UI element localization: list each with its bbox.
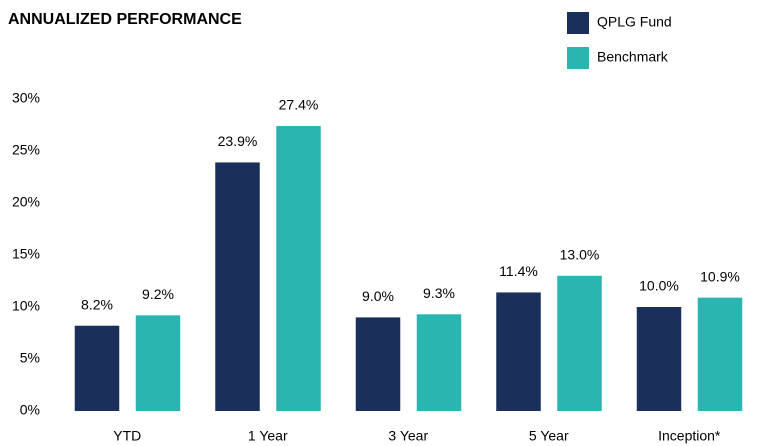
y-tick-label: 10% — [12, 298, 40, 314]
y-tick-label: 5% — [20, 350, 40, 366]
bar — [276, 126, 321, 411]
bar — [496, 292, 541, 411]
value-label: 27.4% — [279, 97, 319, 113]
value-label: 9.2% — [142, 286, 174, 302]
bar — [135, 315, 181, 411]
chart-title: ANNUALIZED PERFORMANCE — [8, 11, 242, 28]
x-tick-label: YTD — [113, 428, 141, 444]
x-tick-label: 3 Year — [388, 428, 428, 444]
value-label: 10.9% — [700, 268, 740, 284]
x-tick-label: 5 Year — [529, 428, 569, 444]
y-tick-label: 30% — [12, 90, 40, 106]
value-label: 9.3% — [423, 285, 455, 301]
y-tick-label: 25% — [12, 142, 40, 158]
value-label: 9.0% — [362, 288, 394, 304]
bar — [636, 307, 682, 411]
bar — [215, 162, 260, 411]
value-label: 23.9% — [218, 133, 258, 149]
x-tick-label: 1 Year — [248, 428, 288, 444]
value-label: 10.0% — [639, 278, 679, 294]
bar — [557, 275, 602, 411]
legend-swatch — [567, 12, 589, 34]
legend-label: QPLG Fund — [597, 14, 672, 30]
y-tick-label: 0% — [20, 402, 40, 418]
value-label: 13.0% — [560, 247, 600, 263]
value-label: 8.2% — [81, 296, 113, 312]
y-tick-label: 20% — [12, 194, 40, 210]
x-tick-label: Inception* — [658, 428, 721, 444]
bar — [697, 297, 743, 411]
value-label: 11.4% — [499, 263, 538, 279]
bar — [416, 314, 462, 411]
legend-swatch — [567, 47, 589, 69]
bar — [355, 317, 401, 411]
y-tick-label: 15% — [12, 246, 40, 262]
legend-label: Benchmark — [597, 49, 669, 65]
bar — [74, 325, 120, 411]
